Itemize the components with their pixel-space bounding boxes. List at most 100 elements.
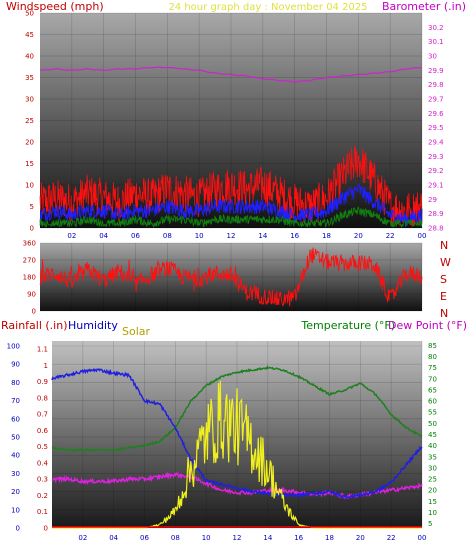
- wind-y-ticks: 0 5 10 15 20 25 30 35 40 45 50: [25, 10, 34, 233]
- x-tick-label: 04: [109, 534, 118, 542]
- rain-tick-label: 0.7: [37, 411, 48, 419]
- humidity-tick-label: 50: [11, 434, 20, 442]
- direction-y-ticks: 0 90 180 270 360: [23, 240, 36, 316]
- wind-direction-line: [39, 247, 423, 307]
- rain-tick-label: 0.1: [37, 508, 48, 516]
- wind-tick-label: 25: [25, 117, 34, 125]
- baro-tick-label: 29.3: [428, 153, 444, 161]
- humidity-tick-label: 30: [11, 470, 20, 478]
- wind-tick-label: 30: [25, 96, 34, 104]
- x-tick-label: 12: [227, 232, 236, 240]
- wind-title: Windspeed (mph): [6, 0, 104, 13]
- baro-tick-label: 30.1: [428, 38, 444, 46]
- temp-series: [51, 365, 423, 529]
- x-tick-label: 02: [67, 232, 76, 240]
- wind-grid: [40, 12, 423, 229]
- temp-tick-label: 30: [428, 464, 437, 472]
- compass-label: N: [440, 307, 448, 320]
- x-tick-label: 06: [131, 232, 140, 240]
- x-tick-label: 08: [163, 232, 172, 240]
- x-tick-label: 00: [418, 534, 427, 542]
- temp-tick-label: 5: [428, 520, 432, 528]
- rain-tick-label: 0.3: [37, 476, 48, 484]
- humidity-tick-label: 10: [11, 506, 20, 514]
- humidity-tick-label: 20: [11, 488, 20, 496]
- x-tick-label: 20: [354, 232, 363, 240]
- temperature-title: Temperature (°F): [300, 319, 395, 332]
- temp-tick-label: 10: [428, 509, 437, 517]
- x-tick-label: 22: [386, 232, 395, 240]
- temp-tick-label: 85: [428, 342, 437, 350]
- direction-tick-label: 270: [23, 257, 36, 265]
- baro-tick-label: 28.8: [428, 225, 444, 233]
- rain-tick-label: 0.8: [37, 394, 48, 402]
- x-tick-label: 08: [171, 534, 180, 542]
- rain-tick-label: 1: [44, 362, 48, 370]
- x-tick-label: 16: [290, 232, 299, 240]
- wind-tick-label: 10: [25, 182, 34, 190]
- direction-series: [39, 247, 423, 307]
- humidity-y-ticks: 0 10 20 30 40 50 60 70 80 90 100: [7, 343, 20, 533]
- baro-tick-label: 30: [428, 53, 437, 61]
- rain-tick-label: 1.1: [37, 346, 48, 354]
- rain-tick-label: 0.9: [37, 378, 48, 386]
- baro-tick-label: 29.7: [428, 96, 444, 104]
- direction-tick-label: 180: [23, 274, 36, 282]
- baro-tick-label: 28.9: [428, 210, 444, 218]
- barometer-line: [39, 66, 422, 83]
- rain-tick-label: 0.5: [37, 443, 48, 451]
- wind-tick-label: 0: [30, 225, 34, 233]
- direction-tick-label: 360: [23, 240, 36, 248]
- temp-tick-label: 15: [428, 498, 437, 506]
- rain-tick-label: 0.2: [37, 492, 48, 500]
- x-tick-label: 16: [294, 534, 303, 542]
- wind-tick-label: 50: [25, 10, 34, 18]
- x-tick-label: 12: [233, 534, 242, 542]
- wind-tick-label: 15: [25, 160, 34, 168]
- wind-tick-label: 5: [30, 203, 34, 211]
- compass-label: E: [440, 290, 447, 303]
- temp-y-ticks: 5 10 15 20 25 30 35 40 45 50 55 60 65 70 75 80 85: [428, 342, 437, 528]
- x-tick-label: 10: [202, 534, 211, 542]
- baro-tick-label: 29: [428, 196, 437, 204]
- baro-tick-label: 29.8: [428, 81, 444, 89]
- x-tick-label: 14: [258, 232, 267, 240]
- wind-tick-label: 45: [25, 31, 34, 39]
- humidity-tick-label: 40: [11, 452, 20, 460]
- humidity-tick-label: 80: [11, 379, 20, 387]
- rain-tick-label: 0.4: [37, 459, 49, 467]
- baro-tick-label: 29.4: [428, 139, 444, 147]
- x-tick-label: 20: [356, 534, 365, 542]
- compass-label: W: [440, 256, 451, 269]
- humidity-title: Humidity: [68, 319, 118, 332]
- rain-title: Rainfall (.in): [1, 319, 68, 332]
- wind-min-line: [39, 205, 423, 229]
- temp-tick-label: 75: [428, 364, 437, 372]
- temp-tick-label: 25: [428, 476, 437, 484]
- direction-tick-label: 90: [27, 291, 36, 299]
- humidity-tick-label: 100: [7, 343, 20, 351]
- temp-tick-label: 60: [428, 398, 437, 406]
- baro-title: Barometer (.in): [382, 0, 466, 13]
- direction-grid: [40, 242, 423, 312]
- baro-tick-label: 29.6: [428, 110, 444, 118]
- direction-tick-label: 0: [32, 308, 36, 316]
- x-tick-label: 22: [387, 534, 396, 542]
- wind-avg-line: [39, 183, 423, 227]
- compass-label: S: [440, 273, 447, 286]
- temp-tick-label: 70: [428, 375, 437, 383]
- temp-grid: [52, 341, 423, 529]
- rain-tick-label: 0.6: [37, 427, 49, 435]
- wind-tick-label: 40: [25, 53, 34, 61]
- temp-x-ticks: 02 04 06 08 10 12 14 16 18 20 22 00: [78, 534, 426, 542]
- x-tick-label: 18: [322, 232, 331, 240]
- humidity-line: [51, 368, 423, 500]
- temp-tick-label: 20: [428, 487, 437, 495]
- temp-tick-label: 50: [428, 420, 437, 428]
- baro-tick-label: 29.1: [428, 182, 444, 190]
- x-tick-label: 00: [418, 232, 427, 240]
- baro-tick-label: 29.9: [428, 67, 444, 75]
- baro-y-ticks: 28.8 28.9 29 29.1 29.2 29.3 29.4 29.5 29.6 29.7 29…: [428, 24, 444, 233]
